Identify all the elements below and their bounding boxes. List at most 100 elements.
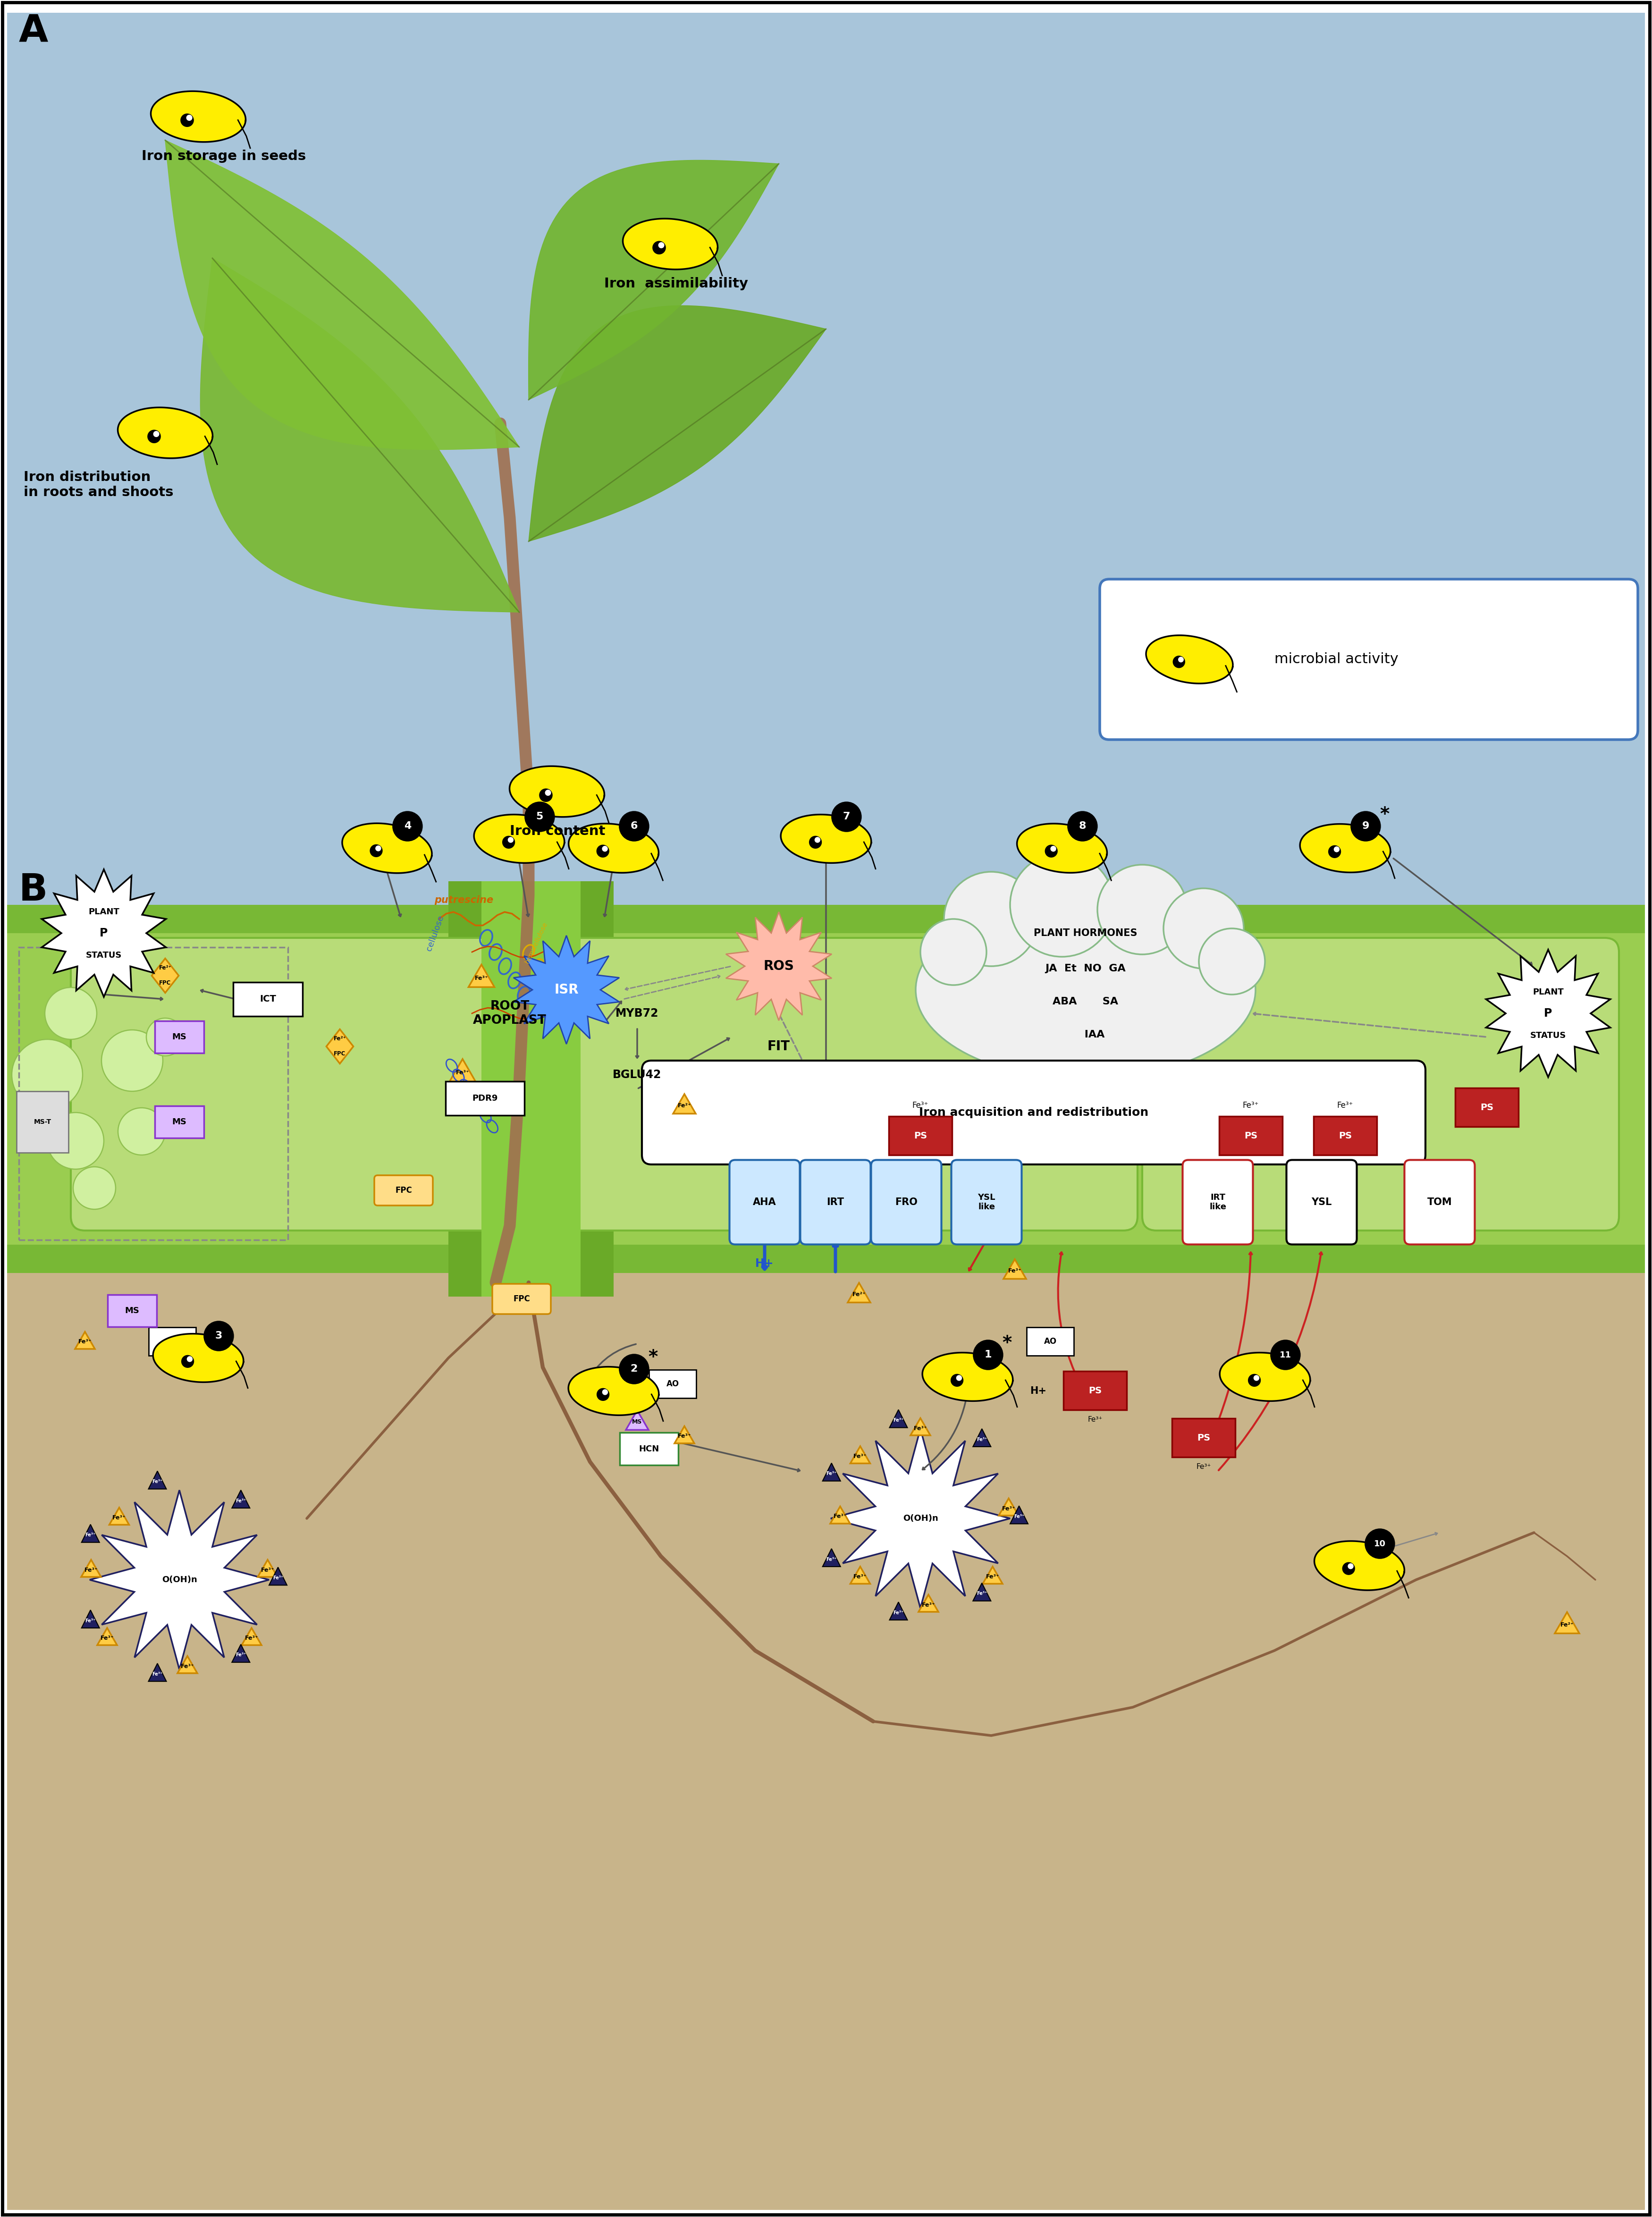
Ellipse shape bbox=[915, 900, 1256, 1080]
Polygon shape bbox=[1018, 823, 1107, 873]
Circle shape bbox=[1051, 847, 1056, 851]
Circle shape bbox=[45, 987, 97, 1040]
Text: Fe³⁺: Fe³⁺ bbox=[244, 1634, 258, 1641]
Text: Fe³⁺: Fe³⁺ bbox=[86, 1532, 96, 1536]
Circle shape bbox=[1365, 1528, 1394, 1559]
Text: IAA: IAA bbox=[1067, 1031, 1105, 1040]
Text: putrescine: putrescine bbox=[434, 896, 494, 905]
Polygon shape bbox=[529, 306, 826, 541]
FancyBboxPatch shape bbox=[1219, 1117, 1282, 1155]
Polygon shape bbox=[150, 91, 246, 142]
Circle shape bbox=[601, 847, 608, 851]
Text: 11: 11 bbox=[1280, 1350, 1292, 1359]
Text: AO: AO bbox=[666, 1379, 679, 1388]
Text: 7: 7 bbox=[843, 811, 851, 823]
Circle shape bbox=[973, 1339, 1003, 1370]
Text: Fe³⁺: Fe³⁺ bbox=[474, 975, 489, 982]
Circle shape bbox=[809, 836, 821, 849]
Text: Iron acquisition and redistribution: Iron acquisition and redistribution bbox=[919, 1106, 1148, 1117]
Text: O(OH)n: O(OH)n bbox=[162, 1576, 197, 1583]
Text: PS: PS bbox=[1198, 1434, 1211, 1443]
Circle shape bbox=[1348, 1563, 1353, 1570]
FancyBboxPatch shape bbox=[620, 1432, 679, 1465]
Text: Fe³⁺: Fe³⁺ bbox=[101, 1634, 114, 1641]
Text: cellulose: cellulose bbox=[425, 913, 446, 951]
Text: PLANT: PLANT bbox=[1533, 989, 1564, 995]
Polygon shape bbox=[910, 1419, 930, 1434]
Text: Fe²⁺: Fe²⁺ bbox=[677, 1102, 691, 1108]
Text: ICT: ICT bbox=[259, 995, 276, 1004]
Text: PS: PS bbox=[1338, 1131, 1351, 1140]
Polygon shape bbox=[81, 1525, 99, 1543]
Text: Fe³⁺: Fe³⁺ bbox=[1014, 1514, 1024, 1519]
Text: ROOT
APOPLAST: ROOT APOPLAST bbox=[472, 1000, 547, 1026]
Polygon shape bbox=[81, 1610, 99, 1627]
FancyBboxPatch shape bbox=[952, 1159, 1021, 1244]
Text: *: * bbox=[1003, 1335, 1013, 1352]
FancyBboxPatch shape bbox=[1183, 1159, 1252, 1244]
FancyBboxPatch shape bbox=[446, 1082, 524, 1115]
Text: 2: 2 bbox=[631, 1363, 638, 1375]
Circle shape bbox=[1044, 845, 1057, 858]
Text: FPC: FPC bbox=[395, 1186, 411, 1195]
Polygon shape bbox=[74, 1332, 94, 1348]
Circle shape bbox=[524, 803, 555, 831]
Text: MS: MS bbox=[172, 1117, 187, 1126]
Polygon shape bbox=[269, 1567, 287, 1585]
FancyBboxPatch shape bbox=[643, 1060, 1426, 1164]
FancyBboxPatch shape bbox=[481, 880, 580, 1297]
Circle shape bbox=[1178, 656, 1184, 663]
Text: Fe³⁺: Fe³⁺ bbox=[1336, 1102, 1353, 1111]
Text: MS: MS bbox=[126, 1306, 139, 1315]
Polygon shape bbox=[922, 1352, 1013, 1401]
Text: P: P bbox=[1545, 1009, 1553, 1020]
Text: 3: 3 bbox=[215, 1330, 223, 1341]
Text: ABA       SA: ABA SA bbox=[1052, 998, 1118, 1007]
Text: TOM: TOM bbox=[1427, 1197, 1452, 1206]
Polygon shape bbox=[152, 958, 178, 993]
Text: Fe³⁺: Fe³⁺ bbox=[236, 1499, 246, 1503]
Text: Fe³⁺: Fe³⁺ bbox=[180, 1663, 195, 1669]
Circle shape bbox=[392, 811, 423, 842]
FancyBboxPatch shape bbox=[7, 905, 1645, 1273]
Polygon shape bbox=[568, 1366, 659, 1414]
Text: Iron  assimilability: Iron assimilability bbox=[605, 277, 748, 290]
Text: Fe³⁺: Fe³⁺ bbox=[912, 1102, 928, 1111]
Text: MYB72: MYB72 bbox=[616, 1009, 659, 1020]
Polygon shape bbox=[919, 1594, 938, 1612]
Polygon shape bbox=[149, 1472, 167, 1490]
Text: Fe³⁺: Fe³⁺ bbox=[922, 1601, 935, 1607]
Text: FPC: FPC bbox=[514, 1295, 530, 1304]
Text: FIT: FIT bbox=[768, 1040, 790, 1053]
Polygon shape bbox=[149, 1663, 167, 1680]
Polygon shape bbox=[851, 1567, 871, 1583]
Text: Fe³⁺: Fe³⁺ bbox=[112, 1514, 126, 1521]
Text: B: B bbox=[18, 871, 48, 909]
Text: 10: 10 bbox=[1374, 1539, 1386, 1547]
Text: Fe³⁺: Fe³⁺ bbox=[84, 1567, 97, 1572]
Polygon shape bbox=[725, 911, 831, 1020]
FancyBboxPatch shape bbox=[1064, 1370, 1127, 1410]
Circle shape bbox=[203, 1321, 235, 1350]
Text: AHA: AHA bbox=[753, 1197, 776, 1206]
Circle shape bbox=[1270, 1339, 1300, 1370]
Polygon shape bbox=[831, 1505, 851, 1523]
Polygon shape bbox=[983, 1567, 1003, 1583]
Text: AO: AO bbox=[165, 1337, 178, 1346]
Polygon shape bbox=[674, 1426, 694, 1443]
FancyBboxPatch shape bbox=[7, 905, 1645, 2210]
Text: 6: 6 bbox=[631, 823, 638, 831]
Circle shape bbox=[545, 789, 552, 796]
Text: ISR: ISR bbox=[553, 982, 578, 995]
Text: PDR9: PDR9 bbox=[472, 1095, 497, 1102]
Text: Fe³⁺: Fe³⁺ bbox=[976, 1437, 988, 1441]
Text: BGLU42: BGLU42 bbox=[613, 1069, 661, 1080]
Polygon shape bbox=[999, 1499, 1019, 1516]
Circle shape bbox=[370, 845, 383, 858]
Text: A: A bbox=[18, 13, 48, 49]
Polygon shape bbox=[81, 1561, 101, 1576]
Text: Fe³⁺: Fe³⁺ bbox=[1008, 1268, 1021, 1275]
Circle shape bbox=[375, 845, 382, 851]
Text: 1: 1 bbox=[985, 1350, 991, 1359]
Text: JA  Et  NO  GA: JA Et NO GA bbox=[1046, 964, 1127, 973]
